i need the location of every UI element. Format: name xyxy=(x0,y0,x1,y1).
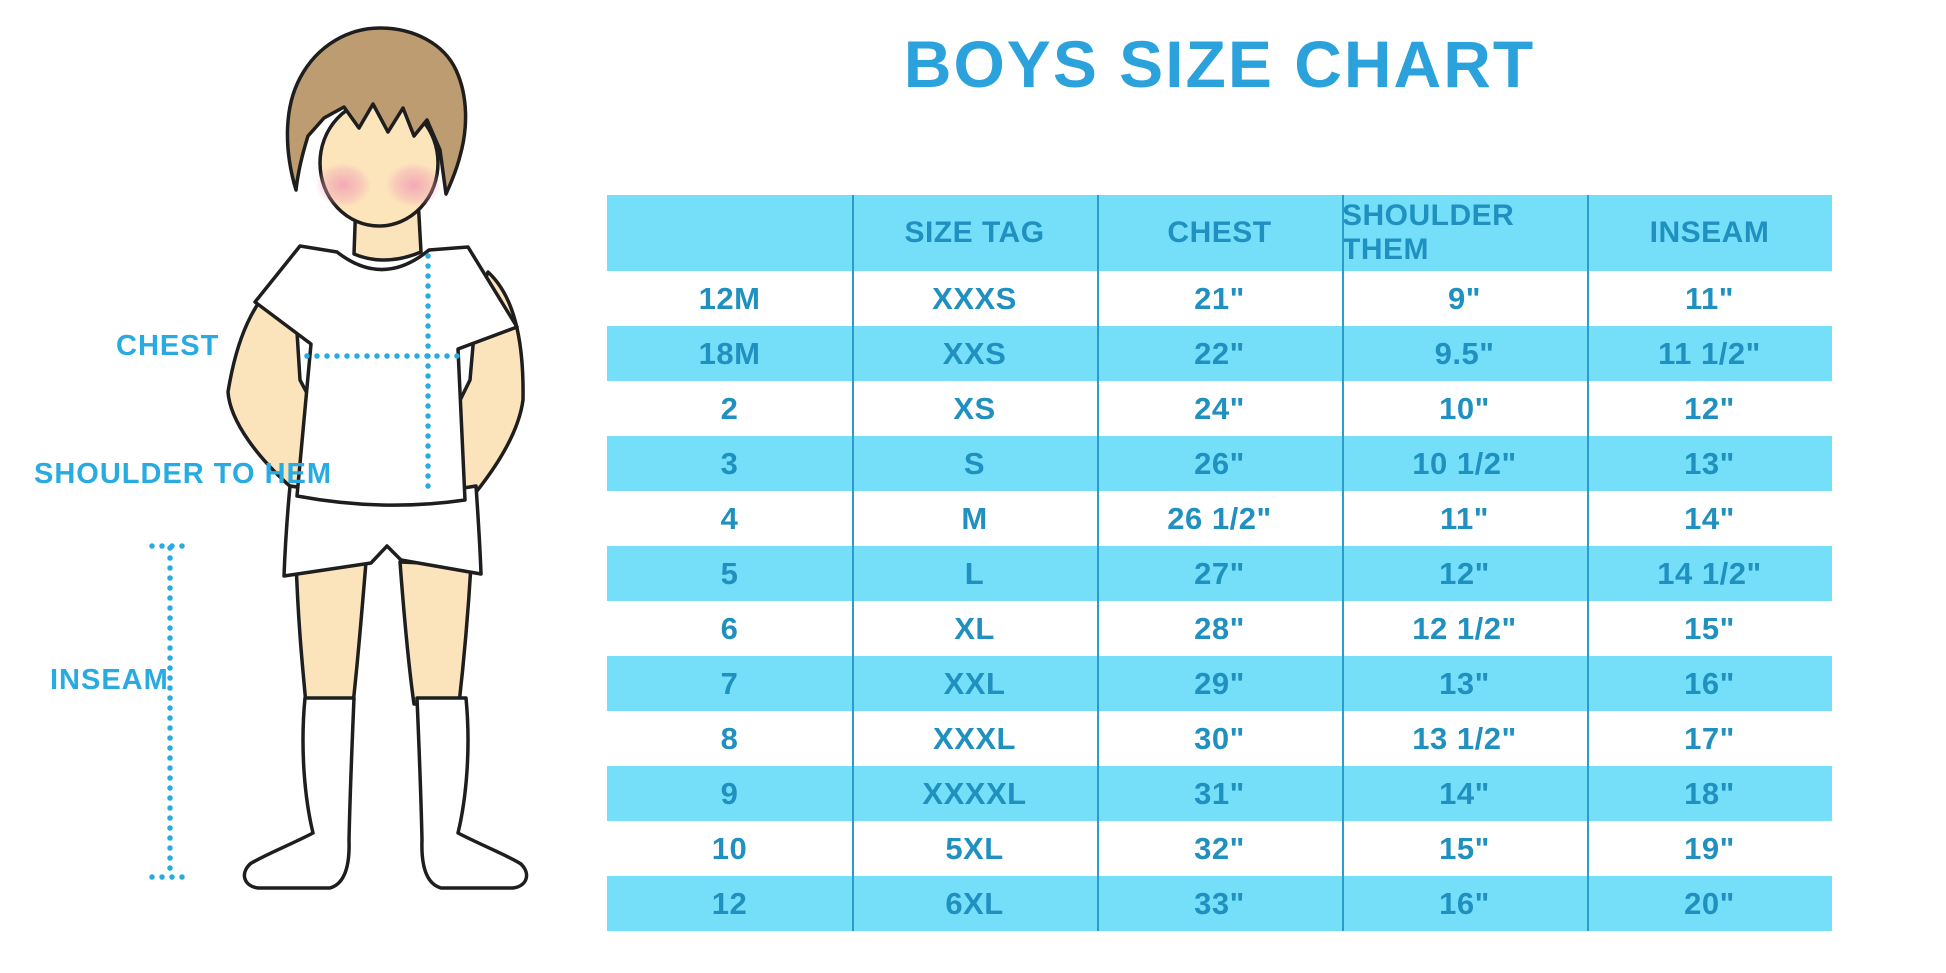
header-cell-shoulder: SHOULDER THEM xyxy=(1342,199,1515,266)
table-cell: 26 1/2" xyxy=(1167,500,1272,536)
size-chart-table: SIZE TAG CHEST SHOULDER THEM INSEAM 12M X… xyxy=(607,195,1832,931)
table-cell: 15" xyxy=(1439,830,1490,866)
table-row: 7 XXL 29" 13" 16" xyxy=(607,656,1832,711)
table-cell: 10 xyxy=(711,830,748,866)
table-row: 5 L 27" 12" 14 1/2" xyxy=(607,546,1832,601)
table-cell: 3 xyxy=(720,445,739,481)
table-cell: 11" xyxy=(1440,500,1489,536)
table-cell: 20" xyxy=(1684,885,1735,921)
table-row: 6 XL 28" 12 1/2" 15" xyxy=(607,601,1832,656)
column-divider xyxy=(1587,195,1589,931)
table-cell: XXXL xyxy=(933,720,1016,756)
table-cell: 9" xyxy=(1448,280,1481,316)
inseam-measure-line xyxy=(149,543,193,880)
header-cell-chest: CHEST xyxy=(1167,216,1272,249)
table-row: 4 M 26 1/2" 11" 14" xyxy=(607,491,1832,546)
table-cell: XXXXL xyxy=(922,775,1027,811)
table-row: 12 6XL 33" 16" 20" xyxy=(607,876,1832,931)
table-cell: 13" xyxy=(1684,445,1735,481)
table-cell: 22" xyxy=(1194,335,1245,371)
header-cell-size-tag: SIZE TAG xyxy=(904,216,1045,249)
hair xyxy=(285,26,468,196)
table-cell: 18M xyxy=(698,335,761,371)
table-cell: S xyxy=(963,445,986,481)
table-cell: 18" xyxy=(1684,775,1735,811)
shirt xyxy=(253,244,519,507)
table-cell: 16" xyxy=(1684,665,1735,701)
table-cell: 29" xyxy=(1194,665,1245,701)
table-cell: 5XL xyxy=(945,830,1004,866)
table-row: 2 XS 24" 10" 12" xyxy=(607,381,1832,436)
table-cell: 4 xyxy=(720,500,739,536)
table-cell: 24" xyxy=(1194,390,1245,426)
table-row: 3 S 26" 10 1/2" 13" xyxy=(607,436,1832,491)
table-cell: XXXS xyxy=(932,280,1017,316)
table-cell: 27" xyxy=(1194,555,1245,591)
left-blush xyxy=(315,163,371,207)
table-cell: 13" xyxy=(1439,665,1490,701)
table-cell: 9.5" xyxy=(1434,335,1495,371)
column-divider xyxy=(852,195,854,931)
table-cell: 2 xyxy=(720,390,739,426)
table-row: 9 XXXXL 31" 14" 18" xyxy=(607,766,1832,821)
shoulder-to-hem-label: SHOULDER TO HEM xyxy=(34,458,333,490)
table-cell: 6 xyxy=(720,610,739,646)
table-cell: 32" xyxy=(1194,830,1245,866)
left-leg xyxy=(294,558,368,706)
column-divider xyxy=(1342,195,1344,931)
table-cell: 14" xyxy=(1684,500,1735,536)
table-cell: 8 xyxy=(720,720,739,756)
table-cell: 15" xyxy=(1684,610,1735,646)
column-divider xyxy=(1097,195,1099,931)
table-cell: 17" xyxy=(1684,720,1735,756)
inseam-label: INSEAM xyxy=(50,664,169,696)
table-cell: XS xyxy=(953,390,996,426)
table-cell: XXS xyxy=(942,335,1007,371)
table-cell: 6XL xyxy=(945,885,1004,921)
table-cell: 14 1/2" xyxy=(1657,555,1762,591)
table-cell: 13 1/2" xyxy=(1412,720,1517,756)
table-cell: 12 xyxy=(711,885,748,921)
table-cell: 9 xyxy=(720,775,739,811)
table-cell: 16" xyxy=(1439,885,1490,921)
table-cell: 19" xyxy=(1684,830,1735,866)
page-title: BOYS SIZE CHART xyxy=(903,27,1536,101)
table-cell: L xyxy=(964,555,985,591)
right-sock xyxy=(415,696,529,890)
table-cell: 26" xyxy=(1194,445,1245,481)
table-row: 18M XXS 22" 9.5" 11 1/2" xyxy=(607,326,1832,381)
left-sock xyxy=(242,696,356,890)
table-cell: 33" xyxy=(1194,885,1245,921)
table-cell: 11" xyxy=(1685,280,1734,316)
table-cell: XXL xyxy=(943,665,1006,701)
table-body: 12M XXXS 21" 9" 11" 18M XXS 22" 9.5" 11 1/2" 2 XS 24… xyxy=(607,271,1832,931)
table-cell: 12 1/2" xyxy=(1412,610,1517,646)
table-cell: 11 1/2" xyxy=(1658,335,1761,371)
table-cell: 12" xyxy=(1684,390,1735,426)
table-cell: 5 xyxy=(720,555,739,591)
table-cell: 10" xyxy=(1439,390,1490,426)
table-cell: 31" xyxy=(1194,775,1245,811)
table-cell: M xyxy=(961,500,988,536)
header-cell-size xyxy=(607,195,852,271)
table-cell: 14" xyxy=(1439,775,1490,811)
table-cell: 28" xyxy=(1194,610,1245,646)
boy-illustration xyxy=(149,26,529,890)
table-row: 12M XXXS 21" 9" 11" xyxy=(607,271,1832,326)
table-cell: 12" xyxy=(1439,555,1490,591)
table-cell: 10 1/2" xyxy=(1412,445,1517,481)
table-row: 8 XXXL 30" 13 1/2" 17" xyxy=(607,711,1832,766)
table-cell: 30" xyxy=(1194,720,1245,756)
chest-label: CHEST xyxy=(116,330,220,362)
header-cell-inseam: INSEAM xyxy=(1649,216,1770,249)
table-cell: XL xyxy=(954,610,995,646)
right-leg xyxy=(398,560,473,706)
table-header-row: SIZE TAG CHEST SHOULDER THEM INSEAM xyxy=(607,195,1832,271)
table-row: 10 5XL 32" 15" 19" xyxy=(607,821,1832,876)
table-cell: 21" xyxy=(1194,280,1245,316)
right-blush xyxy=(386,163,442,207)
table-cell: 7 xyxy=(720,665,739,701)
table-cell: 12M xyxy=(698,280,761,316)
